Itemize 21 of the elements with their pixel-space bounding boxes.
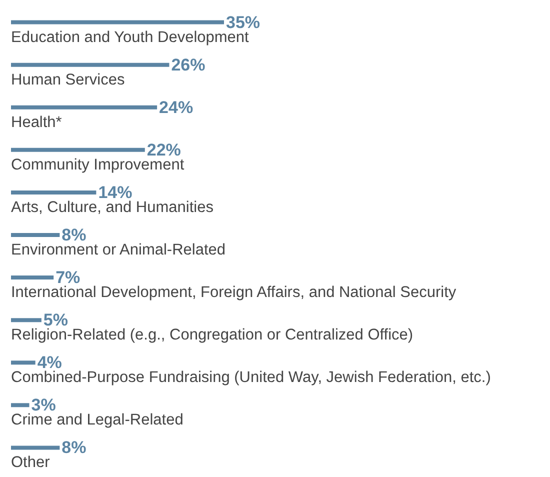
bar	[11, 62, 170, 67]
bar	[11, 360, 36, 365]
bar	[11, 233, 60, 237]
y-tick-label: Combined-Purpose Fundraising (United Way, Jewish Federation, etc.)	[11, 369, 491, 386]
bar	[11, 276, 54, 280]
y-tick-label: International Development, Foreign Affairs, and National Security	[11, 284, 456, 302]
bar	[11, 403, 30, 408]
y-tick-label: Environment or Animal-Related	[11, 242, 226, 258]
bar	[11, 318, 42, 322]
bar	[11, 20, 224, 24]
data-label: 26%	[171, 55, 206, 74]
bar	[11, 105, 158, 110]
y-tick-label: Health*	[11, 114, 62, 131]
data-label: 8%	[62, 438, 86, 458]
data-label: 8%	[62, 226, 86, 244]
bar	[11, 190, 96, 194]
y-tick-label: Other	[11, 454, 50, 472]
bar	[11, 148, 145, 152]
bar	[11, 446, 60, 450]
y-tick-label: Human Services	[11, 71, 125, 88]
data-label: 24%	[159, 98, 194, 117]
